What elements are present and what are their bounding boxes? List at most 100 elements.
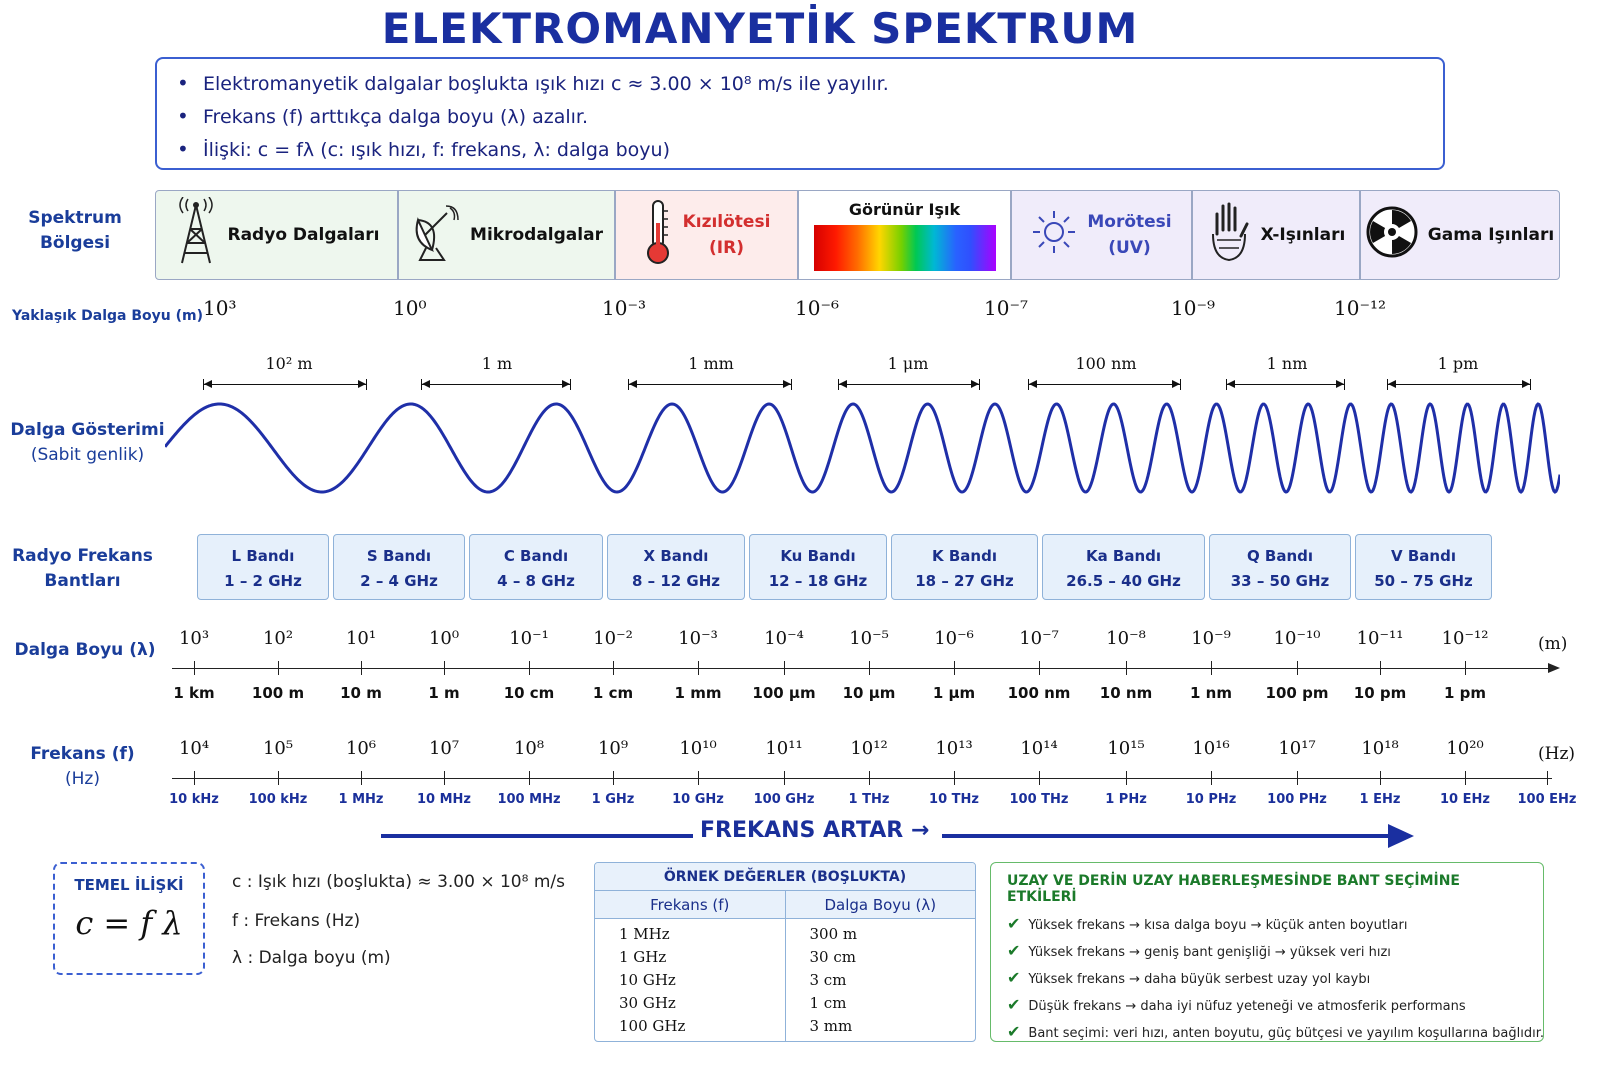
span-label: 1 pm [1437,354,1479,373]
table-body: 1 MHz 1 GHz 10 GHz 30 GHz 100 GHz 300 m … [595,919,975,1041]
info-box: • Elektromanyetik dalgalar boşlukta ışık … [155,57,1445,170]
info-line: • Frekans (f) arttıkça dalga boyu (λ) aza… [177,100,1423,133]
span-marker [1226,379,1345,390]
satellite-dish-icon [410,202,460,269]
table-cell: 1 GHz [619,948,667,966]
table-cell: 3 mm [809,1017,853,1035]
frequency-tick [361,771,362,785]
bullet-icon: • [177,104,189,128]
frequency-increases-label: FREKANS ARTAR → [700,818,930,843]
frequency-name: 1 EHz [1359,792,1401,807]
legend-f: f : Frekans (Hz) [232,911,361,931]
band-ka: Ka Bandı 26.5 – 40 GHz [1042,534,1205,600]
list-item-text: Yüksek frekans → kısa dalga boyu → küçük… [1028,918,1408,933]
frequency-axis-label: Frekans (f) (Hz) [10,742,155,792]
label-line: (IR) [709,238,744,258]
frequency-tick [1547,771,1548,785]
wavelength-tick [278,661,279,675]
table-cell: 3 cm [809,971,847,989]
span-marker [838,379,980,390]
frequency-tick [1211,771,1212,785]
frequency-name: 100 PHz [1267,792,1327,807]
frequency-tick [954,771,955,785]
table-cell: 300 m [809,925,858,943]
band-x: X Bandı 8 – 12 GHz [607,534,745,600]
arrow-right-icon [1548,663,1560,673]
spectrum-bar: Radyo Dalgaları Mikrodalgalar Kızılötesi… [155,190,1560,280]
check-icon: ✔ [1007,1022,1021,1041]
basic-relation-equation: c = f λ [75,904,183,942]
wavelength-name: 100 nm [1007,684,1071,702]
frequency-tick [784,771,785,785]
bullet-icon: • [177,71,189,95]
wave-display-label: Dalga Gösterimi (Sabit genlik) [10,418,165,468]
frequency-name: 100 THz [1009,792,1069,807]
frequency-tick [613,771,614,785]
frequency-name: 1 MHz [338,792,384,807]
wavelength-name: 100 pm [1265,684,1329,702]
wavelength-name: 1 μm [932,684,976,702]
span-label: 1 mm [688,354,734,373]
band-name: Ku Bandı [780,547,856,565]
frequency-name: 10 kHz [169,792,219,807]
frequency-power: 10¹¹ [765,738,803,759]
frequency-power: 10¹² [850,738,888,759]
wavelength-tick [194,661,195,675]
frequency-name: 10 EHz [1440,792,1490,807]
wavelength-name: 10 cm [503,684,555,702]
frequency-power: 10¹⁴ [1020,738,1058,759]
band-range: 12 – 18 GHz [768,572,868,590]
list-item-text: Yüksek frekans → daha büyük serbest uzay… [1028,972,1371,987]
label-line: Spektrum [28,208,122,228]
frequency-power: 10⁷ [428,738,460,759]
band-range: 33 – 50 GHz [1230,572,1330,590]
band-q: Q Bandı 33 – 50 GHz [1209,534,1351,600]
band-name: Ka Bandı [1085,547,1162,565]
check-icon: ✔ [1007,995,1021,1014]
frequency-tick [1039,771,1040,785]
frequency-name: 10 PHz [1185,792,1237,807]
wavelength-tick [361,661,362,675]
wavelength-axis-label: Dalga Boyu (λ) [14,640,156,660]
table-header: Frekans (f) Dalga Boyu (λ) [595,891,975,919]
approx-wavelength-value: 10⁰ [393,296,427,320]
frequency-name: 100 GHz [753,792,815,807]
band-s: S Bandı 2 – 4 GHz [333,534,465,600]
basic-relation-box: TEMEL İLİŞKİ c = f λ [53,862,205,975]
wavelength-power: 10⁻⁴ [764,628,804,649]
wavelength-name: 10 nm [1099,684,1153,702]
wavelength-name: 1 nm [1190,684,1232,702]
radio-bands-label: Radyo Frekans Bantları [10,544,155,594]
frequency-power: 10⁵ [262,738,294,759]
band-l: L Bandı 1 – 2 GHz [197,534,329,600]
frequency-name: 10 GHz [672,792,724,807]
list-item-text: Yüksek frekans → geniş bant genişliği → … [1028,945,1391,960]
frequency-name: 100 EHz [1517,792,1577,807]
list-item-text: Düşük frekans → daha iyi nüfuz yeteneği … [1028,999,1466,1014]
wavelength-unit: (m) [1538,634,1568,654]
label-line: Bantları [44,571,121,591]
span-label: 1 m [481,354,513,373]
wavelength-power: 10⁻⁹ [1191,628,1231,649]
frequency-power: 10⁴ [178,738,210,759]
frequency-power: 10⁶ [345,738,377,759]
check-icon: ✔ [1007,914,1021,933]
wavelength-tick [784,661,785,675]
space-comm-box: UZAY VE DERİN UZAY HABERLEŞMESİNDE BANT … [990,862,1544,1042]
label-line: Bölgesi [39,233,111,253]
span-marker [628,379,792,390]
table-title: ÖRNEK DEĞERLER (BOŞLUKTA) [595,863,975,891]
frequency-name: 1 THz [848,792,890,807]
wavelength-power: 10⁻⁵ [849,628,889,649]
band-range: 18 – 27 GHz [915,572,1014,590]
table-cell: 1 cm [809,994,847,1012]
wavelength-tick [1297,661,1298,675]
segment-gamma: Gama Işınları [1360,190,1560,280]
band-c: C Bandı 4 – 8 GHz [469,534,603,600]
wavelength-name: 1 mm [674,684,722,702]
band-name: L Bandı [231,547,295,565]
page-title: ELEKTROMANYETİK SPEKTRUM [381,4,1139,53]
wavelength-tick [954,661,955,675]
wavelength-name: 1 pm [1443,684,1487,702]
band-range: 1 – 2 GHz [224,572,302,590]
